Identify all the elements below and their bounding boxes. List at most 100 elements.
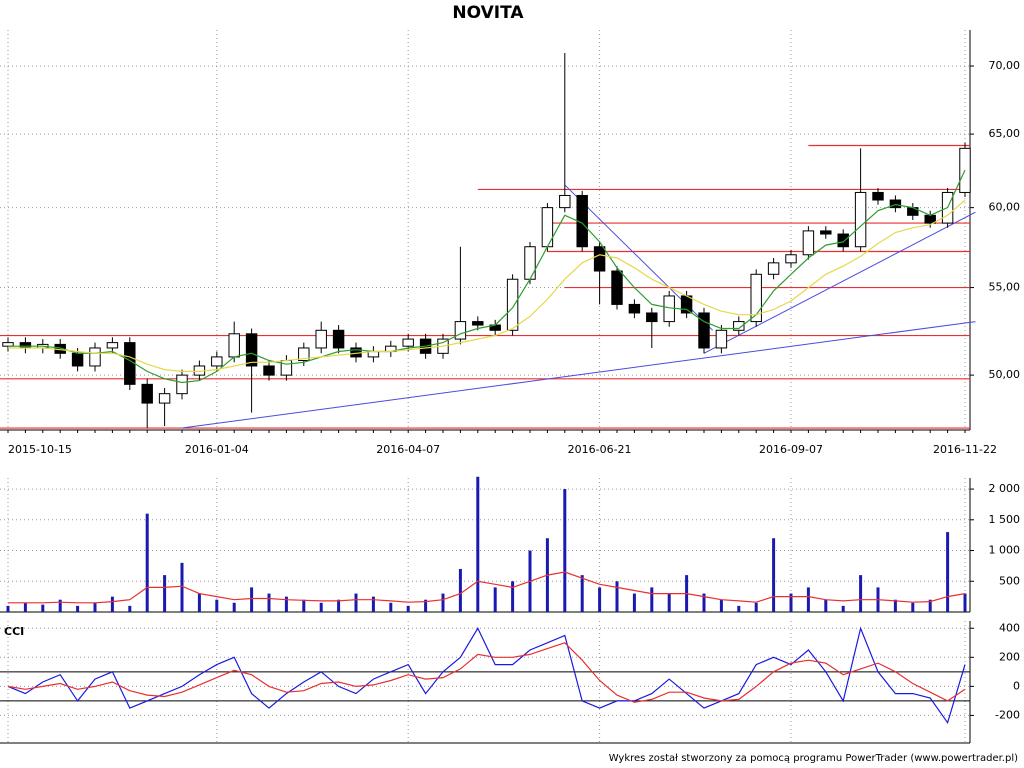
bar <box>702 593 706 612</box>
candle-body <box>263 365 275 376</box>
candle-body <box>854 191 867 248</box>
bar <box>110 596 114 612</box>
line <box>8 571 966 604</box>
candle-body <box>680 295 693 314</box>
candle-body <box>750 273 762 323</box>
bar <box>772 538 776 612</box>
bar <box>859 575 863 612</box>
candle-body <box>89 347 101 367</box>
bar <box>41 604 45 612</box>
candle-body <box>628 303 641 314</box>
bar <box>580 575 584 612</box>
candle-body <box>280 360 293 376</box>
y-tick-label: -200 <box>995 708 1020 721</box>
bar <box>632 593 636 612</box>
bar <box>615 581 619 612</box>
bar <box>128 605 132 612</box>
bar <box>493 587 497 612</box>
candle-body <box>19 342 32 349</box>
y-tick-label: 55,00 <box>989 281 1021 294</box>
line <box>7 642 966 703</box>
bar <box>180 562 184 612</box>
candle-body <box>889 199 902 209</box>
bar <box>963 593 967 612</box>
y-tick-label: 70,00 <box>989 59 1021 72</box>
bar <box>23 602 27 612</box>
candle-body <box>924 214 936 224</box>
y-tick-label: 2 000 <box>989 482 1021 495</box>
bar <box>458 568 462 612</box>
y-tick-label: 65,00 <box>989 127 1021 140</box>
y-tick-label: 500 <box>999 574 1020 587</box>
bar <box>841 605 845 612</box>
candle-body <box>141 383 153 404</box>
x-tick-label: 2015-10-15 <box>8 443 72 456</box>
bar <box>476 476 480 612</box>
bar <box>737 605 741 612</box>
bar <box>511 581 515 612</box>
bar <box>650 587 654 612</box>
trend-line <box>703 211 976 354</box>
bar <box>284 596 288 612</box>
candle-body <box>315 329 327 349</box>
x-tick-label: 2016-09-07 <box>759 443 823 456</box>
line <box>8 169 966 384</box>
candle-body <box>611 270 623 305</box>
candle-body <box>472 321 484 326</box>
candle-body <box>733 321 745 331</box>
bar <box>911 602 915 612</box>
candle-body <box>158 393 171 404</box>
candle-body <box>872 191 884 201</box>
bar <box>824 599 828 612</box>
bar <box>58 599 62 612</box>
bar <box>598 587 602 612</box>
candle-body <box>646 312 658 323</box>
bar <box>441 593 445 612</box>
candle-body <box>663 295 675 323</box>
bar <box>893 599 897 612</box>
bar <box>389 602 393 612</box>
candle-body <box>402 338 414 347</box>
y-tick-label: 1 000 <box>989 544 1021 557</box>
bar <box>789 593 793 612</box>
bar <box>928 599 932 612</box>
bar <box>719 599 723 612</box>
candle-body <box>559 194 571 209</box>
candle-body <box>106 342 119 349</box>
bar <box>667 593 671 612</box>
y-tick-label: 400 <box>999 621 1020 634</box>
candle-body <box>698 312 710 349</box>
bar <box>354 593 358 612</box>
bar <box>250 587 254 612</box>
bar <box>197 593 201 612</box>
candle-body <box>332 329 345 349</box>
y-tick-label: 60,00 <box>989 201 1021 214</box>
candle-body <box>176 374 188 395</box>
candle-body <box>715 329 728 349</box>
x-tick-label: 2016-11-22 <box>933 443 997 456</box>
candle-body <box>837 233 849 248</box>
panel-title: CCI <box>4 625 24 638</box>
bar <box>563 489 567 612</box>
bar <box>267 593 271 612</box>
footer: Wykres został stworzony za pomocą progra… <box>609 753 1018 764</box>
bar <box>163 575 167 612</box>
trend-line <box>181 321 976 429</box>
candle-body <box>506 278 519 331</box>
y-tick-label: 200 <box>999 650 1020 663</box>
x-tick-label: 2016-01-04 <box>185 443 249 456</box>
candle-body <box>802 230 815 256</box>
bar <box>76 605 80 612</box>
bar <box>6 605 10 612</box>
bar <box>319 602 323 612</box>
line <box>8 199 966 372</box>
candle-body <box>245 333 258 367</box>
candle-body <box>71 352 84 367</box>
bar <box>215 599 219 612</box>
chart-title: NOVITA <box>452 3 524 23</box>
bar <box>232 602 236 612</box>
line <box>7 626 966 725</box>
y-tick-label: 0 <box>1013 679 1020 692</box>
candle-body <box>228 333 240 358</box>
bar <box>302 599 306 612</box>
